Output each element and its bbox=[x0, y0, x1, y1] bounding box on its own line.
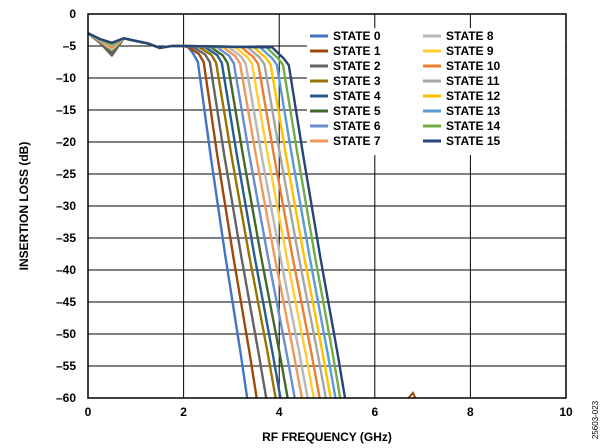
y-tick-label: –60 bbox=[56, 391, 76, 405]
y-tick-label: –15 bbox=[56, 103, 76, 117]
legend-label: STATE 10 bbox=[446, 59, 501, 73]
plot-frame bbox=[87, 13, 567, 399]
y-tick-label: –5 bbox=[63, 39, 77, 53]
legend-label: STATE 12 bbox=[446, 89, 501, 103]
x-tick-label: 6 bbox=[371, 405, 378, 419]
legend-label: STATE 15 bbox=[446, 134, 501, 148]
legend-label: STATE 13 bbox=[446, 104, 501, 118]
legend-label: STATE 4 bbox=[333, 89, 381, 103]
legend-label: STATE 14 bbox=[446, 119, 501, 133]
x-tick-label: 10 bbox=[559, 405, 573, 419]
stopband-spur bbox=[407, 391, 417, 398]
legend-label: STATE 0 bbox=[333, 29, 381, 43]
series-line-state-15 bbox=[88, 32, 347, 398]
y-tick-label: –20 bbox=[56, 135, 76, 149]
y-axis-label: INSERTION LOSS (dB) bbox=[17, 142, 31, 271]
y-tick-labels: 0 –5 –10 –15 –20 –25 –30 –35 –40 –45 –50 –55 –60 bbox=[56, 7, 76, 405]
y-tick-label: –45 bbox=[56, 295, 76, 309]
x-tick-label: 0 bbox=[85, 405, 92, 419]
x-tick-label: 8 bbox=[467, 405, 474, 419]
legend-label: STATE 1 bbox=[333, 44, 381, 58]
legend-label: STATE 3 bbox=[333, 74, 381, 88]
y-tick-label: –35 bbox=[56, 231, 76, 245]
y-tick-label: –30 bbox=[56, 199, 76, 213]
y-tick-label: –55 bbox=[56, 359, 76, 373]
y-tick-label: –40 bbox=[56, 263, 76, 277]
x-tick-label: 2 bbox=[180, 405, 187, 419]
y-tick-label: 0 bbox=[69, 7, 76, 21]
y-tick-label: –10 bbox=[56, 71, 76, 85]
legend-label: STATE 2 bbox=[333, 59, 381, 73]
series-layer bbox=[88, 32, 417, 398]
legend-label: STATE 8 bbox=[446, 29, 494, 43]
legend-label: STATE 6 bbox=[333, 119, 381, 133]
legend-label: STATE 7 bbox=[333, 134, 381, 148]
figure-id: 25603-023 bbox=[591, 400, 600, 439]
y-tick-label: –25 bbox=[56, 167, 76, 181]
legend-label: STATE 5 bbox=[333, 104, 381, 118]
y-tick-label: –50 bbox=[56, 327, 76, 341]
x-tick-label: 4 bbox=[276, 405, 283, 419]
x-tick-labels: 0 2 4 6 8 10 bbox=[85, 405, 573, 419]
legend-box bbox=[307, 28, 565, 155]
legend-label: STATE 9 bbox=[446, 44, 494, 58]
x-axis-label: RF FREQUENCY (GHz) bbox=[262, 430, 392, 444]
legend-label: STATE 11 bbox=[446, 74, 500, 88]
